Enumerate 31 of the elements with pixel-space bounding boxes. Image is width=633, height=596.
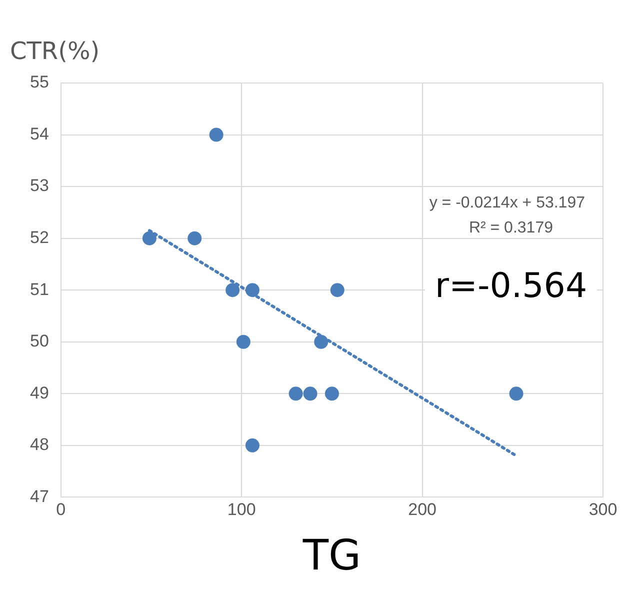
y-tick-label: 55: [30, 72, 49, 92]
x-tick-label: 300: [588, 500, 618, 520]
annotation: y = -0.0214x + 53.197: [429, 194, 586, 212]
point: [303, 386, 318, 401]
y-tick-label: 48: [30, 435, 49, 454]
x-axis-title: TG: [302, 530, 362, 580]
y-tick-label: 54: [30, 124, 49, 144]
x-tick-label: 200: [408, 500, 436, 520]
point: [236, 334, 250, 349]
point: [226, 283, 240, 298]
point: [245, 283, 260, 298]
point: [209, 128, 224, 142]
x-tick-label: 100: [227, 500, 256, 520]
y-tick-label: 53: [30, 176, 49, 196]
point: [509, 386, 524, 401]
y-tick-label: 52: [30, 228, 49, 248]
point: [330, 283, 344, 298]
annotation: R² = 0.3179: [468, 219, 554, 236]
point: [324, 386, 339, 401]
point: [314, 334, 328, 349]
y-tick-label: 50: [30, 332, 49, 351]
point: [142, 231, 156, 246]
annotation: r=-0.564: [435, 266, 588, 306]
point: [245, 438, 260, 452]
y-axis-title: CTR(%): [10, 37, 100, 66]
point: [188, 231, 202, 246]
y-tick-label: 49: [30, 383, 49, 402]
x-tick-label: 0: [56, 500, 66, 520]
y-tick-label: 47: [30, 486, 49, 506]
y-tick-label: 51: [30, 280, 49, 299]
point: [288, 386, 303, 401]
